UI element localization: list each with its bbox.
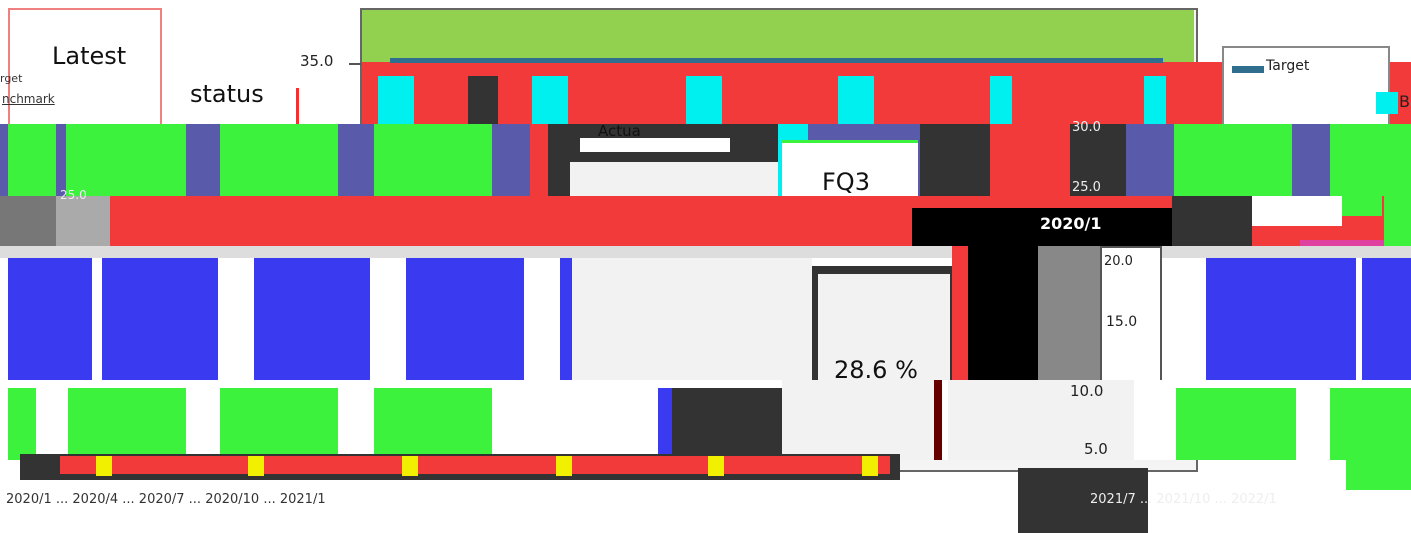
bottom-green-block xyxy=(1346,460,1411,490)
glitch-block xyxy=(530,124,548,196)
glitch-block xyxy=(948,380,1134,460)
actual-marker xyxy=(468,76,498,124)
right-y-tick-5: 5.0 xyxy=(1084,440,1108,458)
y-tick-label-35: 35.0 xyxy=(300,52,334,70)
glitch-block xyxy=(1330,388,1411,460)
glitch-block xyxy=(220,388,338,460)
legend-fragment-target-left: rget xyxy=(0,72,23,85)
glitch-block xyxy=(1174,124,1292,196)
x-axis-marker xyxy=(248,456,264,476)
glitch-block xyxy=(1100,246,1162,380)
legend-benchmark-swatch xyxy=(1376,92,1398,114)
x-axis-marker xyxy=(556,456,572,476)
glitch-block xyxy=(1038,246,1100,380)
glitch-block xyxy=(912,208,1172,246)
status-quarter-box xyxy=(782,140,918,203)
legend-box xyxy=(1222,46,1390,128)
left-y-tick-fragment: 25.0 xyxy=(60,188,87,202)
status-box-border xyxy=(8,8,162,128)
glitch-block xyxy=(0,196,56,246)
glitch-block xyxy=(920,124,990,196)
glitch-block xyxy=(8,124,56,196)
status-title-status: status xyxy=(190,80,264,108)
x-axis-marker xyxy=(96,456,112,476)
glitch-block xyxy=(560,258,572,380)
glitch-block xyxy=(572,258,812,380)
glitch-block xyxy=(1140,388,1176,460)
x-axis-dates-left: 2020/1 ... 2020/4 ... 2020/7 ... 2020/10… xyxy=(6,492,326,507)
glitch-strip-3 xyxy=(0,246,1411,380)
glitch-block xyxy=(1206,258,1356,380)
glitch-block xyxy=(8,388,36,460)
glitch-block xyxy=(220,124,338,196)
glitch-block xyxy=(1330,124,1411,196)
glitch-block xyxy=(1070,124,1126,196)
benchmark-marker xyxy=(990,76,1012,124)
legend-fragment-actual: Actua xyxy=(598,122,641,140)
right-y-tick-20: 20.0 xyxy=(1104,254,1133,269)
benchmark-marker xyxy=(532,76,568,124)
glitch-block xyxy=(1252,196,1342,226)
glitch-block xyxy=(580,138,730,152)
glitch-block xyxy=(1342,196,1382,216)
right-y-tick-10: 10.0 xyxy=(1070,382,1104,400)
glitch-block xyxy=(1300,240,1390,246)
glitch-strip-4 xyxy=(0,380,1411,460)
target-series-line xyxy=(390,58,1163,63)
legend-b-fragment: B xyxy=(1399,92,1410,111)
x-axis-red-band xyxy=(60,456,890,474)
glitch-block xyxy=(528,388,656,460)
glitch-block xyxy=(1176,388,1296,460)
benchmark-marker xyxy=(686,76,722,124)
glitch-strip-2 xyxy=(0,196,1411,246)
right-y-tick-30: 30.0 xyxy=(1072,120,1101,135)
benchmark-marker xyxy=(378,76,414,124)
glitch-block xyxy=(818,274,950,380)
right-y-tick-25: 25.0 xyxy=(1072,180,1101,195)
x-axis-marker xyxy=(402,456,418,476)
glitch-block xyxy=(374,388,492,460)
glitch-block xyxy=(56,196,110,246)
status-quarter: FQ3 xyxy=(822,168,870,196)
glitch-block xyxy=(66,124,186,196)
right-y-tick-15: 15.0 xyxy=(1106,314,1138,330)
legend-fragment-benchmark-left: nchmark xyxy=(2,92,55,106)
glitch-block xyxy=(254,258,370,380)
glitch-block xyxy=(0,246,1411,258)
glitch-block xyxy=(68,388,186,460)
glitch-block xyxy=(1172,196,1252,246)
glitch-block xyxy=(1384,196,1411,246)
glitch-block xyxy=(672,388,782,460)
glitch-block xyxy=(968,246,1038,380)
x-axis-dates-right: 2021/7 ... 2021/10 ... 2022/1 xyxy=(1090,492,1277,507)
bottom-dark-block xyxy=(1018,468,1148,533)
x-axis-marker xyxy=(862,456,878,476)
y-tick-mark-35 xyxy=(349,63,361,65)
glitch-block xyxy=(374,124,492,196)
glitch-block xyxy=(658,388,672,460)
right-date-fragment: 2020/1 xyxy=(1040,214,1102,233)
chart-top-band xyxy=(362,10,1194,62)
glitch-block xyxy=(1362,258,1411,380)
status-title-latest: Latest xyxy=(52,42,127,70)
benchmark-marker xyxy=(1144,76,1166,124)
benchmark-marker xyxy=(838,76,874,124)
glitch-block xyxy=(952,246,968,380)
x-axis-marker xyxy=(708,456,724,476)
glitch-block xyxy=(990,124,1070,196)
glitch-block xyxy=(406,258,524,380)
glitch-block xyxy=(934,380,942,460)
status-divider xyxy=(296,88,299,124)
glitch-block xyxy=(570,162,780,196)
status-percent: 28.6 % xyxy=(834,356,918,384)
legend-target-label: Target xyxy=(1266,58,1310,74)
glitch-block xyxy=(102,258,218,380)
legend-target-swatch xyxy=(1232,66,1264,73)
glitch-strip-1 xyxy=(0,124,1411,196)
glitch-block xyxy=(8,258,92,380)
glitch-block xyxy=(782,380,934,460)
